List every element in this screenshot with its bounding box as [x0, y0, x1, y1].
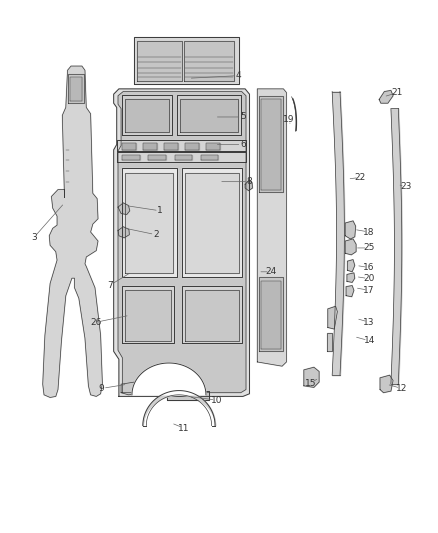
- Polygon shape: [185, 143, 199, 150]
- Text: 7: 7: [107, 280, 113, 289]
- Polygon shape: [114, 89, 250, 397]
- Polygon shape: [182, 286, 242, 343]
- Text: 14: 14: [364, 336, 375, 345]
- Text: 6: 6: [240, 140, 246, 149]
- Polygon shape: [380, 375, 393, 393]
- Polygon shape: [259, 96, 283, 192]
- Polygon shape: [180, 99, 238, 132]
- Polygon shape: [118, 92, 246, 393]
- Polygon shape: [122, 95, 173, 135]
- Text: 22: 22: [355, 173, 366, 182]
- Text: 5: 5: [240, 112, 246, 122]
- Text: 3: 3: [31, 233, 37, 242]
- Polygon shape: [175, 155, 192, 160]
- Polygon shape: [206, 143, 220, 150]
- Text: 17: 17: [364, 286, 375, 295]
- Polygon shape: [185, 290, 239, 341]
- Polygon shape: [121, 382, 141, 395]
- Polygon shape: [346, 286, 354, 297]
- Polygon shape: [177, 95, 241, 135]
- Text: 25: 25: [364, 244, 375, 253]
- Text: 10: 10: [211, 395, 223, 405]
- Polygon shape: [261, 281, 281, 349]
- Polygon shape: [70, 77, 82, 101]
- Polygon shape: [122, 286, 174, 343]
- Text: 19: 19: [283, 115, 294, 124]
- Polygon shape: [167, 391, 209, 400]
- Text: 8: 8: [247, 177, 252, 186]
- Polygon shape: [122, 143, 136, 150]
- Text: 15: 15: [305, 378, 316, 387]
- Polygon shape: [261, 100, 281, 190]
- Text: 20: 20: [364, 274, 375, 283]
- Text: 12: 12: [396, 384, 407, 393]
- Polygon shape: [201, 155, 218, 160]
- Polygon shape: [245, 181, 253, 191]
- Polygon shape: [117, 152, 247, 161]
- Polygon shape: [257, 89, 286, 366]
- Polygon shape: [379, 91, 393, 103]
- Polygon shape: [118, 227, 129, 238]
- Polygon shape: [134, 37, 239, 84]
- Polygon shape: [259, 277, 283, 351]
- Polygon shape: [345, 239, 356, 255]
- Text: 4: 4: [236, 71, 241, 80]
- Polygon shape: [184, 41, 234, 81]
- Polygon shape: [43, 66, 102, 398]
- Polygon shape: [125, 173, 173, 273]
- Text: 13: 13: [364, 318, 375, 327]
- Text: 2: 2: [153, 230, 159, 239]
- Polygon shape: [347, 273, 355, 282]
- Polygon shape: [125, 99, 169, 132]
- Polygon shape: [118, 203, 130, 215]
- Text: 24: 24: [265, 268, 277, 276]
- Polygon shape: [148, 155, 166, 160]
- Polygon shape: [67, 74, 84, 103]
- Text: 21: 21: [392, 88, 403, 97]
- Polygon shape: [182, 168, 242, 277]
- Polygon shape: [122, 155, 140, 160]
- Polygon shape: [327, 333, 332, 351]
- Polygon shape: [345, 221, 356, 239]
- Polygon shape: [185, 173, 239, 273]
- Polygon shape: [164, 143, 178, 150]
- Text: 16: 16: [364, 263, 375, 272]
- Polygon shape: [304, 367, 319, 387]
- Text: 11: 11: [178, 424, 190, 433]
- Polygon shape: [137, 41, 182, 81]
- Polygon shape: [328, 306, 337, 329]
- Polygon shape: [143, 143, 157, 150]
- Polygon shape: [132, 363, 206, 395]
- Polygon shape: [122, 168, 177, 277]
- Polygon shape: [117, 140, 247, 151]
- Text: 23: 23: [400, 182, 412, 191]
- Text: 9: 9: [99, 384, 104, 393]
- Text: 18: 18: [364, 228, 375, 237]
- Polygon shape: [125, 290, 171, 341]
- Text: 26: 26: [91, 318, 102, 327]
- Polygon shape: [347, 260, 355, 272]
- Text: 1: 1: [157, 206, 163, 215]
